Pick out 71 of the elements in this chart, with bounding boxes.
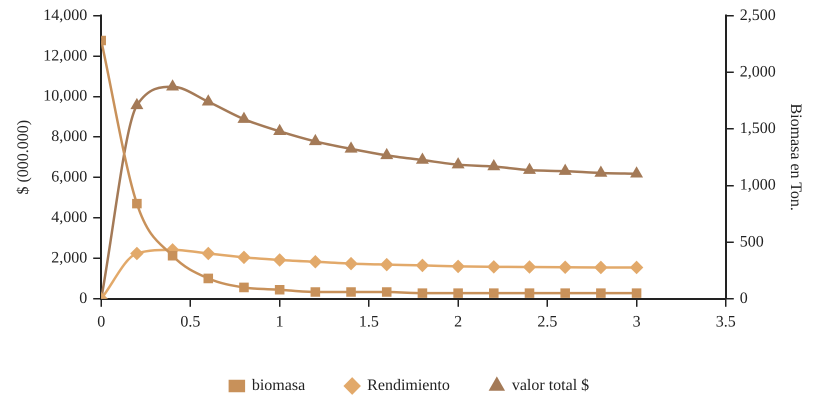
point xyxy=(523,260,536,274)
y-tick-label: 0 xyxy=(79,290,88,308)
point xyxy=(558,260,572,274)
point xyxy=(132,198,142,208)
point xyxy=(238,112,250,123)
point xyxy=(310,287,320,297)
y-tick-label: 2,000 xyxy=(51,250,88,267)
point xyxy=(344,257,358,270)
x-tick-label: 0 xyxy=(97,314,106,331)
y2-tick-label: 1,000 xyxy=(740,176,776,194)
point xyxy=(452,158,464,168)
point xyxy=(453,288,463,298)
point xyxy=(418,288,428,298)
point xyxy=(416,154,428,164)
y-tick-label: 12,000 xyxy=(43,47,88,64)
x-tick-label: 0.5 xyxy=(180,314,200,331)
point xyxy=(630,168,642,178)
y2-tick-label: 500 xyxy=(740,233,764,250)
y2-tick-label: 1,500 xyxy=(740,120,776,138)
point xyxy=(489,288,499,298)
y-tick-label: 14,000 xyxy=(43,6,88,24)
point xyxy=(632,288,642,298)
point xyxy=(381,149,392,160)
y-tick-label: 4,000 xyxy=(51,209,88,226)
y2-tick-label: 2,000 xyxy=(740,63,776,80)
point xyxy=(488,160,500,170)
point xyxy=(168,250,178,261)
point xyxy=(202,247,215,260)
point xyxy=(416,259,429,272)
y2-axis-title: Biomasa en Ton. xyxy=(787,103,804,211)
x-tick-label: 2.5 xyxy=(537,314,558,331)
point xyxy=(202,96,214,106)
point xyxy=(130,247,144,260)
legend-label: valor total $ xyxy=(512,377,590,394)
point xyxy=(382,287,392,297)
point xyxy=(203,274,214,284)
x-tick-label: 2 xyxy=(454,314,462,331)
y-tick-label: 8,000 xyxy=(51,128,88,146)
point xyxy=(131,99,142,110)
point xyxy=(560,164,571,175)
point xyxy=(345,142,357,153)
point xyxy=(452,260,464,273)
point xyxy=(524,164,536,174)
point xyxy=(594,261,608,274)
point xyxy=(524,288,534,298)
point xyxy=(595,166,606,177)
point xyxy=(273,254,286,266)
point xyxy=(274,125,286,136)
legend-label: biomasa xyxy=(252,377,306,394)
point xyxy=(167,80,178,91)
point xyxy=(488,260,500,274)
point xyxy=(346,287,356,297)
point xyxy=(238,251,250,264)
x-tick-label: 1 xyxy=(276,314,284,331)
point xyxy=(309,256,322,268)
y-axis-title: $ (000.000) xyxy=(14,120,32,195)
point xyxy=(310,135,321,146)
legend-label: Rendimiento xyxy=(367,377,450,394)
point xyxy=(239,282,249,292)
point xyxy=(596,288,606,298)
point xyxy=(274,284,284,295)
y2-tick-label: 2,500 xyxy=(740,6,776,24)
point xyxy=(630,261,643,274)
y-tick-label: 10,000 xyxy=(43,88,88,105)
x-tick-label: 1.5 xyxy=(358,314,379,331)
y2-tick-label: 0 xyxy=(740,290,748,308)
x-tick-label: 3 xyxy=(632,314,641,331)
y-tick-label: 6,000 xyxy=(51,168,88,186)
x-tick-label: 3.5 xyxy=(716,314,736,331)
point xyxy=(560,288,570,298)
point xyxy=(380,258,393,271)
